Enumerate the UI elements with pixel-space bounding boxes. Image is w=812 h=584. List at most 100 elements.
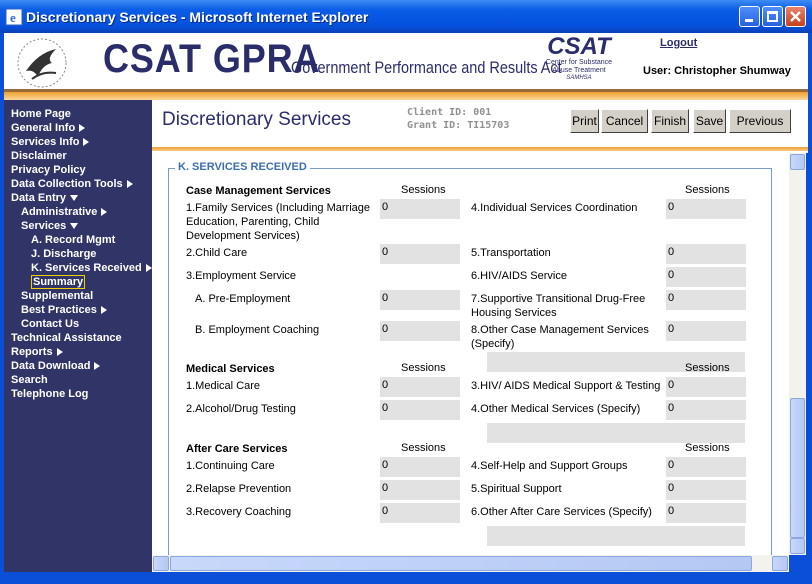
service-row: 1.Medical Care 0 3.HIV/ AIDS Medical Suppo… <box>186 377 756 399</box>
side-nav: Home Page General Info Services Info Discla… <box>4 100 152 572</box>
service-label: 6.Other After Care Services (Specify) <box>471 506 652 518</box>
nav-item[interactable]: Search <box>4 373 152 387</box>
nav-item[interactable]: Data Download <box>4 359 152 373</box>
session-input[interactable]: 0 <box>380 400 460 420</box>
action-button[interactable]: Print <box>570 109 599 133</box>
session-cell: 0 <box>380 457 471 479</box>
group-header: Medical Services Sessions Sessions <box>186 361 756 377</box>
nav-label[interactable]: Search <box>11 374 48 386</box>
specify-input[interactable] <box>487 352 745 372</box>
session-input[interactable]: 0 <box>380 503 460 523</box>
action-button[interactable]: Previous <box>729 109 791 133</box>
nav-label[interactable]: Data Download <box>11 360 91 372</box>
nav-label[interactable]: General Info <box>11 122 76 134</box>
nav-label[interactable]: Telephone Log <box>11 388 89 400</box>
nav-item[interactable]: Contact Us <box>4 317 152 331</box>
specify-input[interactable] <box>487 423 745 443</box>
nav-label[interactable]: Services Info <box>11 136 80 148</box>
session-input[interactable]: 0 <box>380 377 460 397</box>
site-title: CSAT GPRA <box>103 37 321 81</box>
nav-item[interactable]: General Info <box>4 121 152 135</box>
nav-label[interactable]: Supplemental <box>21 290 94 302</box>
vertical-scrollbar[interactable] <box>789 153 806 555</box>
nav-item[interactable]: Data Entry <box>4 191 152 205</box>
scroll-right[interactable] <box>772 556 788 571</box>
minimize-button[interactable] <box>739 6 760 27</box>
nav-label[interactable]: J. Discharge <box>31 248 97 260</box>
session-cell: 0 <box>380 400 471 422</box>
session-input[interactable]: 0 <box>380 457 460 477</box>
logout-link[interactable]: Logout <box>660 37 698 49</box>
scroll-up[interactable] <box>790 154 805 170</box>
nav-item[interactable]: Best Practices <box>4 303 152 317</box>
session-input[interactable]: 0 <box>666 290 746 310</box>
session-input[interactable]: 0 <box>666 244 746 264</box>
nav-item[interactable]: Services Info <box>4 135 152 149</box>
nav-item[interactable]: Reports <box>4 345 152 359</box>
nav-label[interactable]: Home Page <box>11 108 71 120</box>
scroll-thumb[interactable] <box>790 398 805 538</box>
session-input[interactable]: 0 <box>666 199 746 219</box>
nav-label[interactable]: Summary <box>31 275 86 289</box>
service-label: 4.Individual Services Coordination <box>471 202 638 214</box>
action-button[interactable]: Cancel <box>601 109 648 133</box>
session-input[interactable]: 0 <box>666 480 746 500</box>
session-cell: 0 <box>666 480 746 502</box>
nav-item[interactable]: Data Collection Tools <box>4 177 152 191</box>
nav-item[interactable]: K. Services Received <box>4 261 152 275</box>
session-input[interactable]: 0 <box>666 267 746 287</box>
session-input[interactable]: 0 <box>380 290 460 310</box>
nav-label[interactable]: K. Services Received <box>31 262 142 274</box>
service-label: 4.Self-Help and Support Groups <box>471 460 628 472</box>
nav-item[interactable]: Supplemental <box>4 289 152 303</box>
service-label: 5.Spiritual Support <box>471 483 562 495</box>
nav-label[interactable]: Contact Us <box>21 318 80 330</box>
nav-label[interactable]: Technical Assistance <box>11 332 122 344</box>
session-input[interactable]: 0 <box>666 321 746 341</box>
nav-item[interactable]: Services <box>4 219 152 233</box>
action-button[interactable]: Finish <box>651 109 689 133</box>
service-group: After Care Services Sessions Sessions 1.Con… <box>186 441 756 550</box>
session-input[interactable]: 0 <box>666 377 746 397</box>
service-group: Medical Services Sessions Sessions 1.Medica… <box>186 361 756 447</box>
session-cell: 0 <box>666 400 746 422</box>
scroll-down[interactable] <box>790 538 805 554</box>
nav-item[interactable]: Technical Assistance <box>4 331 152 345</box>
nav-item[interactable]: Administrative <box>4 205 152 219</box>
scroll-thumb[interactable] <box>170 556 752 571</box>
session-input[interactable]: 0 <box>380 480 460 500</box>
session-input[interactable]: 0 <box>666 503 746 523</box>
nav-label[interactable]: Services <box>21 220 67 232</box>
nav-item[interactable]: Disclaimer <box>4 149 152 163</box>
nav-label[interactable]: A. Record Mgmt <box>31 234 116 246</box>
session-input[interactable]: 0 <box>380 244 460 264</box>
nav-item[interactable]: A. Record Mgmt <box>4 233 152 247</box>
nav-label[interactable]: Reports <box>11 346 53 358</box>
nav-label[interactable]: Best Practices <box>21 304 97 316</box>
session-input[interactable]: 0 <box>666 400 746 420</box>
csat-logo-name: CSAT <box>547 33 611 60</box>
grant-id: Grant ID: TI15703 <box>407 120 510 131</box>
nav-arrow <box>94 362 101 371</box>
nav-label[interactable]: Data Collection Tools <box>11 178 123 190</box>
session-input[interactable]: 0 <box>666 457 746 477</box>
close-button[interactable] <box>785 6 806 27</box>
nav-item[interactable]: Home Page <box>4 107 152 121</box>
maximize-button[interactable] <box>762 6 783 27</box>
scroll-left[interactable] <box>153 556 169 571</box>
nav-item[interactable]: Summary <box>4 275 152 289</box>
session-input[interactable]: 0 <box>380 199 460 219</box>
horizontal-scrollbar[interactable] <box>152 555 789 572</box>
fieldset-legend: K. SERVICES RECEIVED <box>175 161 310 173</box>
nav-label[interactable]: Disclaimer <box>11 150 67 162</box>
nav-arrow <box>70 195 79 202</box>
nav-label[interactable]: Data Entry <box>11 192 67 204</box>
session-input[interactable]: 0 <box>380 321 460 341</box>
nav-label[interactable]: Privacy Policy <box>11 164 86 176</box>
nav-item[interactable]: Privacy Policy <box>4 163 152 177</box>
action-button[interactable]: Save <box>693 109 726 133</box>
specify-input[interactable] <box>487 526 745 546</box>
nav-item[interactable]: J. Discharge <box>4 247 152 261</box>
nav-label[interactable]: Administrative <box>21 206 98 218</box>
nav-item[interactable]: Telephone Log <box>4 387 152 401</box>
